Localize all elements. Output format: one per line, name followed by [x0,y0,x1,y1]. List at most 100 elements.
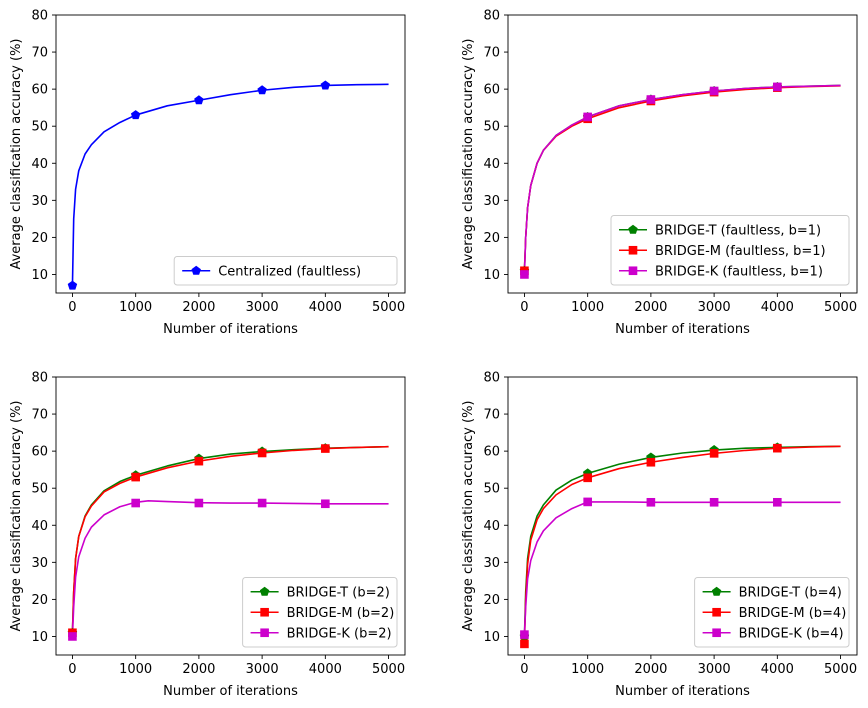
data-point-centralized-faultless-1 [130,110,141,120]
y-tick-label: 30 [483,556,500,571]
x-tick-label: 2000 [182,662,215,677]
y-tick-label: 70 [31,46,48,61]
y-tick-label: 40 [31,157,48,172]
legend-item-bridge-m-b-4: BRIDGE-M (b=4) [702,606,847,621]
legend-marker [628,266,638,276]
legend-item-bridge-k-b-2: BRIDGE-K (b=2) [250,626,392,641]
y-tick-label: 60 [31,83,48,98]
data-point-bridge-k-b-4-0 [520,630,529,639]
y-tick-label: 50 [483,120,500,135]
series-line-bridge-k-b-2 [71,499,389,637]
y-axis-title: Average classification accuracy (%) [461,400,476,631]
legend: BRIDGE-T (b=2) BRIDGE-M (b=2) BRIDGE-K (b=… [242,577,398,648]
legend-label: BRIDGE-T (b=2) [287,585,390,600]
x-tick-label: 5000 [824,300,857,315]
x-tick-label: 3000 [698,300,731,315]
legend-marker [259,586,270,596]
y-tick-label: 50 [31,482,48,497]
x-tick-label: 3000 [698,662,731,677]
legend-marker [260,628,269,638]
legend: BRIDGE-T (b=4) BRIDGE-M (b=4) BRIDGE-K (b=… [694,577,850,648]
legend-label: BRIDGE-K (b=4) [739,626,844,641]
x-tick-label: 1000 [119,300,152,315]
legend-item-centralized-faultless: Centralized (faultless) [182,264,361,279]
data-point-bridge-k-faultless-b-1-4 [773,82,782,92]
x-tick-label: 2000 [634,300,667,315]
legend-item-bridge-t-b-2: BRIDGE-T (b=2) [250,585,390,600]
x-tick-label: 0 [520,300,528,315]
data-point-bridge-k-b-4-2 [646,497,656,507]
x-tick-label: 0 [68,662,76,677]
data-point-bridge-m-b-2-4 [321,444,330,453]
x-axis-title: Number of iterations [163,322,298,337]
legend: Centralized (faultless) [173,256,398,286]
data-point-bridge-m-b-4-3 [709,449,719,458]
y-tick-label: 10 [31,630,48,645]
x-tick-label: 1000 [571,662,604,677]
data-point-bridge-m-b-2-3 [257,448,267,458]
y-tick-label: 40 [483,157,500,172]
legend-box [173,256,398,286]
data-point-bridge-k-b-4-3 [709,497,719,507]
x-tick-label: 3000 [246,662,279,677]
legend-marker [191,265,201,275]
y-tick-label: 50 [483,482,500,497]
legend-item-bridge-k-b-4: BRIDGE-K (b=4) [702,626,844,641]
y-tick-label: 70 [31,408,48,423]
y-tick-label: 30 [483,194,500,209]
legend-marker [711,586,722,596]
chart-panel-2: 0 1000 2000 3000 4000 5000 10 20 30 40 50 60 70 80 Num… [461,9,858,337]
data-point-bridge-m-b-2-2 [194,456,204,466]
legend-label: BRIDGE-M (faultless, b=1) [655,244,826,259]
legend: BRIDGE-T (faultless, b=1) BRIDGE-M (fault… [610,215,850,286]
axes-frame [507,14,858,294]
legend-box [694,577,850,648]
data-point-bridge-k-b-2-1 [131,498,140,508]
x-tick-label: 4000 [761,662,794,677]
y-axis-title: Average classification accuracy (%) [9,38,24,269]
data-point-bridge-k-faultless-b-1-1 [583,112,592,122]
y-tick-label: 80 [483,371,500,386]
y-tick-label: 40 [31,519,48,534]
y-tick-label: 50 [31,120,48,135]
data-point-bridge-k-b-2-0 [68,632,77,641]
y-axis-title: Average classification accuracy (%) [461,38,476,269]
y-tick-label: 80 [483,9,500,24]
legend-label: BRIDGE-K (faultless, b=1) [655,264,823,279]
legend-box [242,577,398,648]
x-tick-label: 4000 [309,662,342,677]
y-tick-label: 60 [483,83,500,98]
legend-item-bridge-t-b-4: BRIDGE-T (b=4) [702,585,842,600]
legend-label: BRIDGE-M (b=2) [287,606,395,621]
data-point-centralized-faultless-3 [257,85,267,95]
data-point-bridge-k-b-2-4 [321,499,330,509]
data-point-bridge-k-faultless-b-1-0 [520,270,529,279]
data-point-bridge-k-faultless-b-1-3 [709,86,719,96]
legend-marker [712,607,721,617]
x-tick-label: 4000 [309,300,342,315]
x-tick-label: 4000 [761,300,794,315]
legend-label: BRIDGE-M (b=4) [739,606,847,621]
y-tick-label: 70 [483,408,500,423]
legend-label: Centralized (faultless) [218,264,361,279]
legend-box [610,215,850,286]
y-tick-label: 10 [483,268,500,283]
y-tick-label: 60 [483,445,500,460]
data-point-bridge-k-faultless-b-1-2 [646,95,656,104]
legend-marker [628,245,638,255]
x-axis-title: Number of iterations [615,684,750,699]
x-tick-label: 5000 [824,662,857,677]
data-point-bridge-m-b-2-1 [131,472,140,482]
legend-label: BRIDGE-K (b=2) [287,626,392,641]
legend-marker [260,607,269,617]
x-tick-label: 0 [520,662,528,677]
legend-label: BRIDGE-T (b=4) [739,585,842,600]
data-point-centralized-faultless-4 [320,80,331,90]
data-point-bridge-k-b-4-1 [583,497,592,507]
data-point-centralized-faultless-0 [67,280,78,290]
x-tick-label: 2000 [182,300,215,315]
data-point-bridge-k-b-2-2 [194,498,204,508]
y-tick-label: 10 [483,630,500,645]
y-tick-label: 80 [31,371,48,386]
